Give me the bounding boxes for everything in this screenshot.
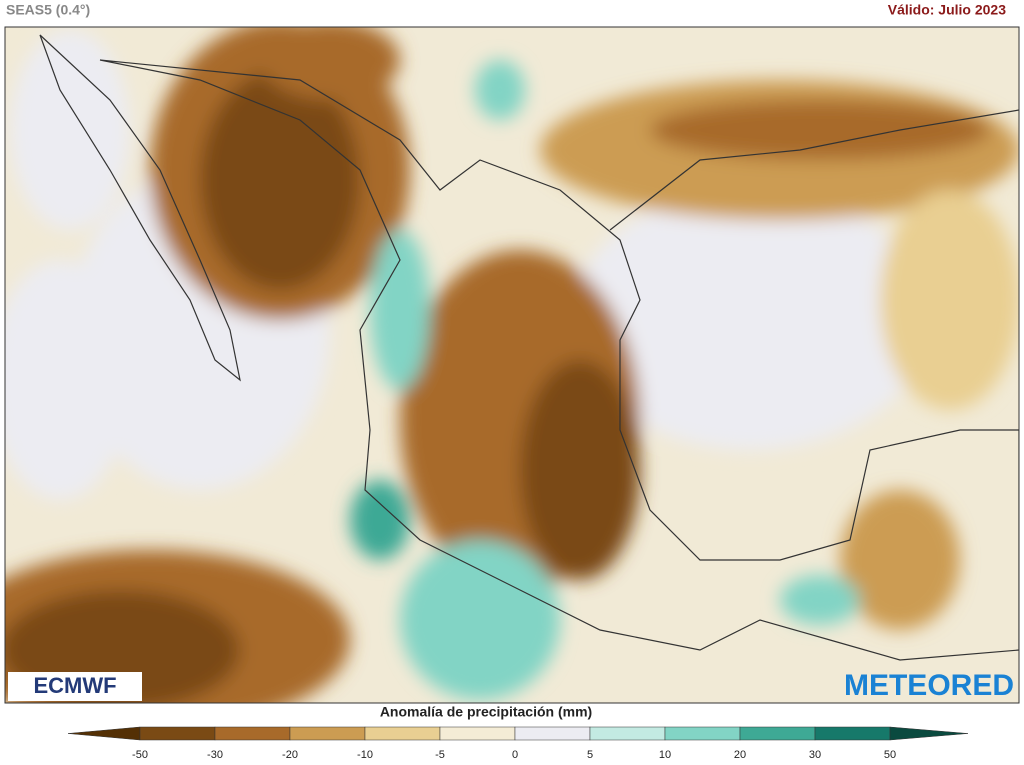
colorbar-segment [364,726,441,741]
colorbar-tick-label: 10 [659,749,671,761]
valid-date: Válido: Julio 2023 [888,2,1006,18]
colorbar: -50 -30 -20 -10 -5 0 5 10 20 30 50 [67,726,969,761]
colorbar-tick-label: -10 [357,749,373,761]
colorbar-segment [214,726,291,741]
legend-title: Anomalía de precipitación (mm) [380,704,592,720]
colorbar-segment [739,726,816,741]
colorbar-segment [139,726,216,741]
map-frame [4,26,1020,704]
colorbar-segment [289,726,366,741]
colorbar-tick-label: 50 [884,749,896,761]
colorbar-tick-label: -30 [207,749,223,761]
colorbar-tick-label: 0 [512,749,518,761]
colorbar-segment [439,726,516,741]
ecmwf-logo: ECMWF [33,673,116,698]
colorbar-arrow-low [67,726,141,741]
logo-box [8,672,142,701]
model-label: SEAS5 (0.4°) [6,2,90,18]
map: ECMWF METEORED [5,27,1019,703]
meteored-logo: METEORED [844,669,1014,702]
anomaly-field [5,27,1019,703]
coastline [39,34,1019,661]
colorbar-segment [589,726,666,741]
colorbar-tick-label: -5 [435,749,445,761]
colorbar-tick-label: 5 [587,749,593,761]
colorbar-tick-label: -20 [282,749,298,761]
colorbar-tick-label: -50 [132,749,148,761]
colorbar-segment [514,726,591,741]
colorbar-tick-label: 30 [809,749,821,761]
colorbar-tick-label: 20 [734,749,746,761]
colorbar-segment [814,726,891,741]
colorbar-arrow-high [889,726,969,741]
colorbar-segment [664,726,741,741]
